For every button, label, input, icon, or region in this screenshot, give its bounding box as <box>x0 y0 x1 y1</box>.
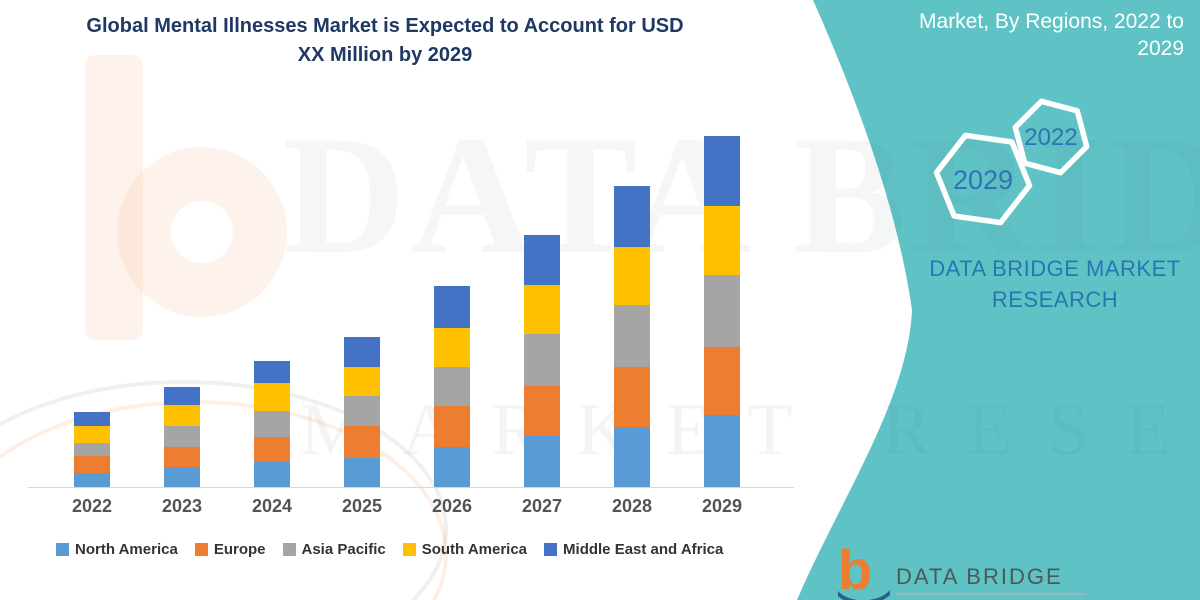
bar-segment-2028-south-america <box>614 247 650 305</box>
logo-swoosh-icon <box>838 590 890 600</box>
bar-segment-2025-asia-pacific <box>344 396 380 426</box>
data-bridge-b-icon: b <box>838 538 873 600</box>
bar-segment-2025-north-america <box>344 458 380 487</box>
bar-segment-2026-europe <box>434 406 470 447</box>
chart-title-line2: XX Million by 2029 <box>297 44 473 66</box>
bar-segment-2023-middle-east-and-africa <box>164 387 200 405</box>
x-axis-label-2023: 2023 <box>161 496 203 516</box>
stacked-bar-2026 <box>434 286 470 487</box>
bar-segment-2022-asia-pacific <box>74 443 110 456</box>
legend-label: Europe <box>213 541 266 558</box>
hexagon-year-2029: 2029 <box>952 165 1014 195</box>
stacked-bar-2028 <box>614 186 650 487</box>
x-axis-label-2022: 2022 <box>71 496 113 516</box>
stacked-bar-2023 <box>164 387 200 487</box>
bar-segment-2026-asia-pacific <box>434 367 470 406</box>
bar-segment-2024-europe <box>254 437 290 462</box>
hexagon-year-2022: 2022 <box>1024 124 1078 151</box>
bar-segment-2029-middle-east-and-africa <box>704 136 740 206</box>
bar-segment-2029-north-america <box>704 415 740 487</box>
bar-segment-2023-asia-pacific <box>164 426 200 447</box>
bar-segment-2027-north-america <box>524 436 560 487</box>
chart-title-line1: Global Mental Illnesses Market is Expect… <box>86 15 684 37</box>
bar-segment-2025-middle-east-and-africa <box>344 337 380 367</box>
bar-segment-2025-europe <box>344 426 380 458</box>
bar-segment-2026-north-america <box>434 447 470 487</box>
bar-segment-2024-middle-east-and-africa <box>254 361 290 383</box>
bar-segment-2024-north-america <box>254 462 290 487</box>
legend-swatch-icon <box>56 543 69 556</box>
stacked-bar-2029 <box>704 136 740 487</box>
panel-heading: Market, By Regions, 2022 to 2029 <box>919 10 1184 61</box>
bar-segment-2026-south-america <box>434 328 470 367</box>
bar-segment-2023-europe <box>164 447 200 467</box>
x-axis-label-2029: 2029 <box>701 496 743 516</box>
bar-segment-2029-asia-pacific <box>704 275 740 347</box>
bar-segment-2022-south-america <box>74 426 110 443</box>
stacked-bar-2022 <box>74 412 110 487</box>
legend-item-europe: Europe <box>194 541 266 558</box>
hexagon-2029-outline <box>933 132 1033 226</box>
bar-segment-2022-north-america <box>74 473 110 487</box>
stacked-bar-2027 <box>524 235 560 487</box>
bar-segment-2024-asia-pacific <box>254 411 290 437</box>
legend-item-asia-pacific: Asia Pacific <box>282 541 386 558</box>
bar-segment-2029-south-america <box>704 206 740 275</box>
legend-swatch-icon <box>402 543 416 556</box>
legend-label: South America <box>421 541 528 558</box>
legend-item-middle-east-and-africa: Middle East and Africa <box>544 541 723 558</box>
bar-segment-2027-asia-pacific <box>524 334 560 386</box>
bar-segment-2027-south-america <box>524 285 560 334</box>
legend-label: Asia Pacific <box>301 541 386 558</box>
bar-segment-2027-europe <box>524 386 560 436</box>
bar-segment-2023-south-america <box>164 405 200 426</box>
footer-logo-brand-text: DATA BRIDGE <box>896 564 1086 595</box>
legend-swatch-icon <box>544 543 558 556</box>
bar-segment-2029-europe <box>704 347 740 415</box>
legend-label: North America <box>75 541 178 558</box>
x-axis-label-2024: 2024 <box>251 496 293 516</box>
chart-title: Global Mental Illnesses Market is Expect… <box>60 12 710 70</box>
bar-segment-2022-middle-east-and-africa <box>74 412 110 426</box>
x-axis-label-2025: 2025 <box>341 496 383 516</box>
footer-logo: b DATA BRIDGE MARKET RESEARCH <box>836 542 1086 600</box>
background-logo-watermark <box>55 55 375 355</box>
bar-segment-2026-middle-east-and-africa <box>434 286 470 328</box>
bar-segment-2028-asia-pacific <box>614 305 650 367</box>
footer-logo-mark: b <box>836 542 892 600</box>
legend-item-south-america: South America <box>402 541 528 558</box>
stacked-bar-2024 <box>254 361 290 487</box>
legend-swatch-icon <box>194 543 208 556</box>
footer-logo-sub-text: MARKET RESEARCH <box>896 597 1086 600</box>
watermark-text-line1: DATA BRIDGE <box>283 101 1200 289</box>
hexagon-2022-outline <box>1012 98 1090 176</box>
bar-segment-2025-south-america <box>344 367 380 396</box>
x-axis-label-2028: 2028 <box>611 496 653 516</box>
chart-legend: North America Europe Asia Pacific South Ame… <box>56 541 723 558</box>
legend-swatch-icon <box>282 543 296 556</box>
x-axis-label-2027: 2027 <box>521 496 563 516</box>
bar-segment-2027-middle-east-and-africa <box>524 235 560 285</box>
bar-segment-2028-middle-east-and-africa <box>614 186 650 247</box>
bar-segment-2024-south-america <box>254 383 290 411</box>
bar-segment-2023-north-america <box>164 467 200 487</box>
x-axis-label-2026: 2026 <box>431 496 473 516</box>
x-axis-line <box>28 487 794 488</box>
bar-segment-2022-europe <box>74 456 110 473</box>
stacked-bar-2025 <box>344 337 380 487</box>
bar-segment-2028-north-america <box>614 427 650 487</box>
legend-label: Middle East and Africa <box>563 541 724 558</box>
bar-segment-2028-europe <box>614 367 650 427</box>
legend-item-north-america: North America <box>56 541 178 558</box>
brand-text: DATA BRIDGE MARKET RESEARCH <box>929 256 1181 312</box>
